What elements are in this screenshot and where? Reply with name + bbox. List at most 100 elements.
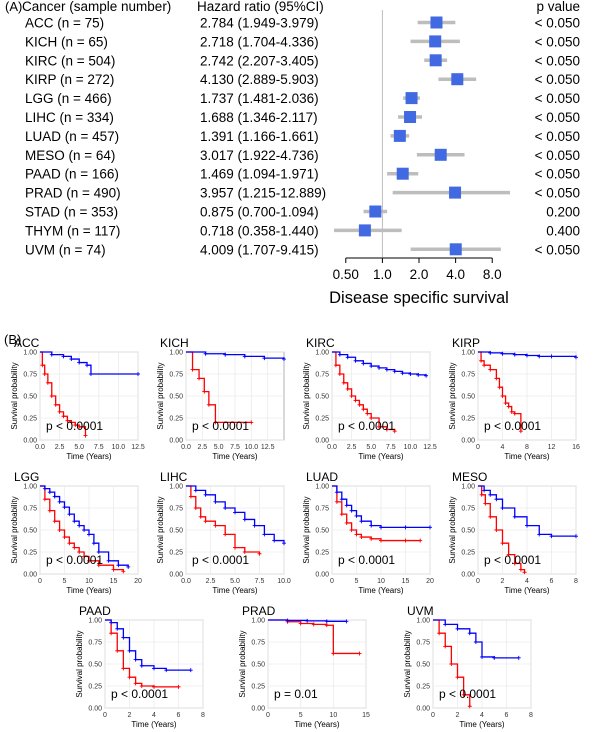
x-tick-label: 2.5 [197,444,207,451]
censor-mark [262,532,267,537]
censor-mark [379,525,383,530]
y-tick-label: 0.25 [23,550,37,557]
hr-point [451,73,464,86]
km-curve-low [478,485,576,537]
censor-mark [354,513,359,518]
y-tick-label: 1.00 [88,618,102,625]
row-label: PRAD (n = 490) [25,186,121,201]
x-tick-label: 2 [501,578,505,585]
censor-mark [252,523,257,528]
censor-mark [488,514,493,519]
y-tick-label: 0.00 [88,706,102,713]
censor-mark [176,684,181,689]
censor-mark [537,354,542,359]
column-header-pvalue: p value [536,0,580,14]
censor-mark [428,525,432,530]
row-estimate: 1.469 (1.094-1.971) [200,167,319,182]
censor-mark [139,684,144,688]
censor-mark [188,494,193,499]
y-tick-label: 0.50 [169,394,183,401]
x-tick-label: 0 [38,578,42,585]
censor-mark [384,367,389,372]
censor-mark [242,517,247,522]
y-tick-label: 0.00 [461,572,475,579]
censor-mark [503,401,508,406]
y-tick-label: 1.00 [315,484,329,491]
y-tick-label: 0.50 [23,394,37,401]
censor-mark [418,538,423,543]
y-tick-label: 0.50 [251,662,265,669]
censor-mark [233,510,237,515]
x-tick-label: 10 [377,578,385,585]
censor-mark [106,558,111,563]
hr-point [396,167,409,180]
hr-point [429,35,442,48]
censor-mark [298,621,303,626]
x-tick-label: 5 [299,712,303,719]
x-tick-label: 5 [355,578,359,585]
censor-mark [77,424,82,429]
censor-mark [152,666,156,671]
censor-mark [359,535,364,540]
censor-mark [206,402,211,407]
censor-mark [494,497,499,502]
panel-title: UVM [407,604,434,618]
km-curve-high [478,485,526,573]
y-tick-label: 1.00 [461,484,475,491]
x-axis-title: Time (Years) [212,586,258,595]
row-label: LGG (n = 466) [25,91,112,106]
censor-mark [188,668,193,673]
hr-point [404,111,417,123]
x-tick-label: 8 [525,444,529,451]
censor-mark [339,497,344,502]
km-panel-uvm: UVM 0.00 0.25 0.50 0.75 1.00 0 2 4 6 8 p < 0.0001 Ti… [403,604,533,729]
km-curve-low [478,351,577,358]
censor-mark [522,570,527,575]
censor-mark [344,520,349,525]
censor-mark [574,355,578,360]
row-label: KIRP (n = 272) [25,72,114,87]
y-axis-title: Survival probability [238,630,247,697]
x-tick-label: 2.0 [410,267,429,282]
censor-mark [115,648,120,653]
censor-mark [408,372,413,376]
censor-mark [152,684,156,689]
row-pvalue: 0.400 [546,223,580,238]
censor-mark [213,499,218,504]
censor-mark [334,499,339,504]
x-axis-title: Time (Years) [459,720,505,729]
km-panel-lihc: LIHC 0.00 0.25 0.50 0.75 1.00 0.0 2.5 5.0 7.5 10.0… [156,470,291,595]
censor-mark [285,618,290,623]
censor-mark [455,675,460,680]
censor-mark [52,494,57,499]
y-tick-label: 0.25 [416,684,430,691]
hr-point [430,16,443,29]
censor-mark [403,538,408,543]
censor-mark [42,497,47,502]
censor-mark [494,376,499,381]
censor-mark [133,681,138,686]
censor-mark [324,619,329,624]
x-tick-label: 5.0 [74,444,84,451]
km-curve-low [433,619,519,659]
censor-mark [473,640,478,644]
censor-mark [203,519,208,524]
x-tick-label: 5 [63,578,67,585]
censor-mark [525,523,529,528]
censor-mark [87,558,91,563]
censor-mark [121,569,126,574]
x-tick-label: 7.5 [94,444,104,451]
row-estimate: 4.130 (2.889-5.903) [200,72,319,87]
panel-title: PRAD [242,604,276,618]
censor-mark [549,354,554,359]
censor-mark [424,373,429,378]
row-label: MESO (n = 64) [25,148,115,163]
censor-mark [282,357,286,362]
row-estimate: 1.391 (1.166-1.661) [200,129,319,144]
censor-mark [42,372,47,376]
x-tick-label: 4.0 [446,267,465,282]
censor-mark [242,354,247,359]
y-tick-label: 1.00 [23,350,37,357]
censor-mark [333,363,338,368]
censor-mark [121,666,126,671]
